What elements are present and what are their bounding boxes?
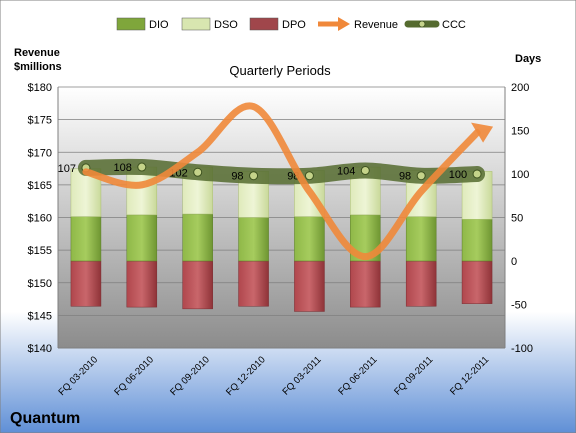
legend-marker-ccc [418, 20, 426, 28]
chart-title: Quarterly Periods [229, 63, 331, 78]
dpo-bar [350, 260, 381, 308]
y-left-label-line1: Revenue [14, 47, 60, 59]
dio-bar [405, 216, 437, 262]
dpo-bar [405, 260, 437, 307]
y-left-tick-label: $150 [28, 278, 52, 290]
y-right-tick-label: 200 [511, 82, 529, 94]
dio-bar [182, 213, 213, 262]
revenue-line [82, 102, 481, 261]
ccc-marker [249, 171, 259, 181]
ccc-data-label: 100 [449, 169, 467, 181]
legend-arrowhead-revenue [338, 17, 350, 31]
legend-swatch-dpo [249, 17, 279, 31]
y-left-tick-label: $140 [28, 343, 52, 355]
dio-bar [294, 216, 325, 262]
y-right-tick-label: 150 [511, 126, 529, 138]
dpo-bar [70, 260, 102, 307]
y-right-tick-label: -100 [511, 343, 533, 355]
legend-label-revenue: Revenue [354, 19, 398, 31]
ccc-marker [416, 171, 426, 181]
ccc-data-label: 98 [399, 171, 411, 183]
dio-bar [238, 217, 269, 262]
legend-label-dio: DIO [149, 19, 169, 31]
y-left-tick-label: $170 [28, 147, 52, 159]
y-left-label-line2: $millions [14, 61, 62, 73]
dpo-bar [126, 260, 158, 308]
axes-layer: $140 $145 $150 $155 $160 $165 $170 $175 $180 -100… [28, 82, 534, 398]
dpo-bar [238, 260, 269, 307]
y-left-tick-label: $180 [28, 82, 52, 94]
ccc-marker [472, 169, 482, 179]
ccc-data-label: 107 [58, 163, 76, 175]
y-left-tick-label: $175 [28, 115, 52, 127]
y-left-tick-label: $145 [28, 310, 52, 322]
ccc-marker [193, 167, 203, 177]
y-left-tick-label: $155 [28, 245, 52, 257]
dpo-bar [461, 260, 493, 304]
y-right-label: Days [515, 53, 541, 65]
ccc-data-label: 108 [113, 162, 131, 174]
legend-swatch-dio [116, 17, 146, 31]
dio-bar [461, 218, 493, 262]
y-left-tick-label: $165 [28, 180, 52, 192]
legend-label-dpo: DPO [282, 19, 306, 31]
dio-bar [126, 214, 158, 262]
y-left-tick-label: $160 [28, 213, 52, 225]
ccc-data-label: 104 [337, 166, 355, 178]
y-right-tick-label: 50 [511, 213, 523, 225]
ccc-marker [137, 162, 147, 172]
company-name: Quantum [10, 410, 80, 427]
revenue-arrowhead [471, 122, 494, 143]
dpo-bar [294, 260, 325, 312]
dpo-bar [182, 260, 213, 310]
dio-bar [70, 216, 102, 262]
ccc-data-label: 98 [231, 171, 243, 183]
legend-label-dso: DSO [214, 19, 238, 31]
ccc-line [77, 158, 486, 185]
ccc-marker [360, 166, 370, 176]
y-right-tick-label: 100 [511, 169, 529, 181]
lines-layer: 107 108 102 98 98 104 98 100 [58, 102, 494, 261]
y-right-tick-label: -50 [511, 300, 527, 312]
legend: DIO DSO DPO Revenue CCC [116, 17, 466, 31]
legend-swatch-dso [181, 17, 211, 31]
y-right-tick-label: 0 [511, 256, 517, 268]
legend-label-ccc: CCC [442, 19, 466, 31]
ccc-marker [304, 171, 314, 181]
